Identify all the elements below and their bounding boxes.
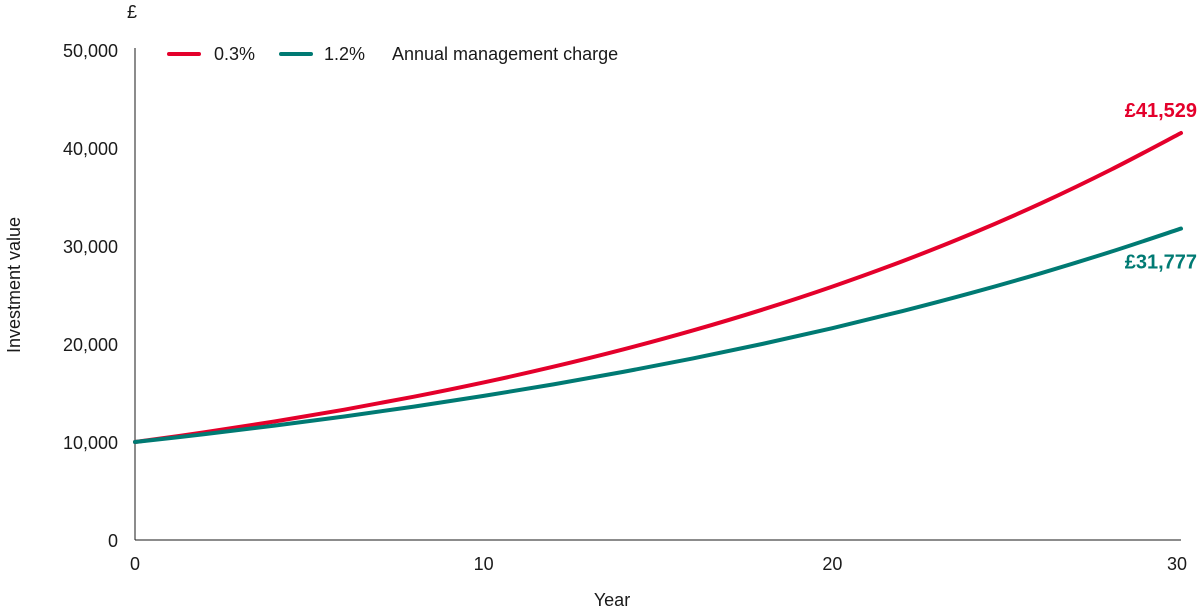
- y-tick-label: 40,000: [63, 139, 118, 159]
- x-tick-labels: 0 10 20 30: [130, 554, 1187, 574]
- x-tick-label: 0: [130, 554, 140, 574]
- y-tick-labels: 0 10,000 20,000 30,000 40,000 50,000: [63, 41, 118, 551]
- legend-title: Annual management charge: [392, 44, 618, 64]
- end-value-label: £41,529: [1125, 100, 1197, 122]
- x-tick-label: 30: [1167, 554, 1187, 574]
- series-lines: [133, 131, 1183, 444]
- y-tick-label: 0: [108, 531, 118, 551]
- y-axis-title: Investment value: [4, 217, 24, 353]
- x-tick-label: 20: [822, 554, 842, 574]
- legend-label-1-2: 1.2%: [324, 44, 365, 64]
- y-tick-label: 20,000: [63, 335, 118, 355]
- series-line-1-2-: [133, 226, 1183, 444]
- legend: 0.3% 1.2% Annual management charge: [167, 44, 618, 64]
- legend-label-0-3: 0.3%: [214, 44, 255, 64]
- end-value-label: £31,777: [1125, 252, 1197, 274]
- y-tick-label: 50,000: [63, 41, 118, 61]
- y-tick-label: 30,000: [63, 237, 118, 257]
- series-line-0-3-: [133, 131, 1183, 444]
- x-tick-label: 10: [474, 554, 494, 574]
- x-axis-title: Year: [594, 590, 630, 610]
- end-labels: £41,529 £31,777: [1125, 100, 1197, 274]
- y-unit-label: £: [127, 2, 137, 22]
- y-tick-label: 10,000: [63, 433, 118, 453]
